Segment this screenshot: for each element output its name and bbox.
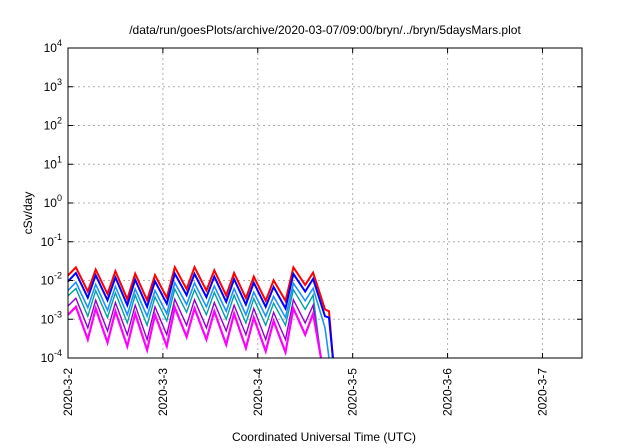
y-tick-labels: 10-4 10-3 10-2 10-1 100 101 102 103 104 — [41, 38, 62, 365]
x-tick-labels: 2020-3-2 2020-3-3 2020-3-4 2020-3-5 2020-3-6… — [61, 368, 549, 416]
y-axis-label: cSv/day — [21, 192, 35, 235]
x-tick-label: 2020-3-2 — [61, 368, 75, 416]
series-line-3 — [67, 280, 330, 359]
grid — [68, 48, 582, 358]
y-tick-label: 101 — [44, 154, 62, 171]
ticks — [67, 47, 582, 359]
y-tick-label: 10-2 — [41, 271, 62, 288]
y-tick-label: 102 — [44, 116, 62, 133]
x-tick-label: 2020-3-4 — [251, 368, 265, 416]
series-line-6 — [67, 303, 323, 359]
series-line-5 — [67, 296, 322, 359]
y-tick-label: 10-4 — [41, 348, 62, 365]
y-tick-label: 10-1 — [41, 232, 62, 249]
x-tick-label: 2020-3-6 — [441, 368, 455, 416]
y-tick-label: 10-3 — [41, 309, 62, 326]
x-tick-label: 2020-3-7 — [535, 368, 549, 416]
x-tick-label: 2020-3-3 — [156, 368, 170, 416]
chart-title: /data/run/goesPlots/archive/2020-03-07/0… — [129, 23, 521, 37]
x-tick-label: 2020-3-5 — [346, 368, 360, 416]
series-line-2 — [67, 271, 334, 359]
series-line-4 — [67, 287, 322, 359]
y-tick-label: 104 — [44, 38, 62, 55]
x-axis-label: Coordinated Universal Time (UTC) — [232, 430, 416, 444]
series-line-1 — [67, 264, 334, 359]
y-tick-label: 103 — [44, 77, 62, 94]
series-layer — [67, 264, 334, 359]
y-tick-label: 100 — [44, 193, 62, 210]
